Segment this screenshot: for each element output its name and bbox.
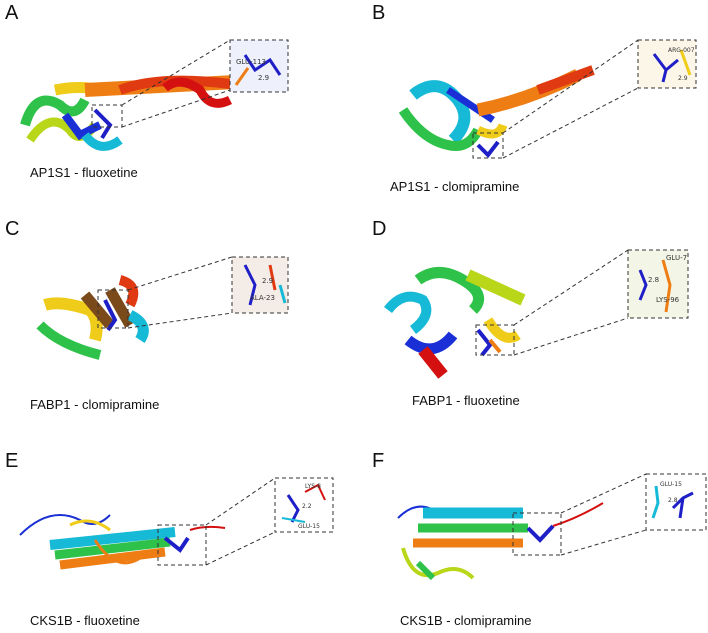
protein-structure-image: 2.9 ALA-23 bbox=[36, 256, 289, 360]
inset-distance-label: 2.8 bbox=[648, 276, 659, 284]
inset-residue-label: GLU-15 bbox=[298, 523, 320, 530]
protein-structure-image: GLU-7 2.8 LYS-96 bbox=[384, 249, 689, 379]
protein-structure-image: GLU-15 2.8 bbox=[397, 473, 707, 581]
inset-distance-label: 2.2 bbox=[302, 503, 312, 510]
protein-structure-image: GLU-113 2.9 bbox=[20, 39, 289, 151]
inset-residue-label: LYS-96 bbox=[656, 296, 680, 304]
protein-structure-image: ARG-007 2.9 bbox=[398, 39, 697, 159]
panel-letter: A bbox=[5, 2, 19, 24]
panel-caption: AP1S1 - clomipramine bbox=[390, 179, 520, 194]
inset-distance-label: 2.9 bbox=[678, 75, 688, 82]
panel-letter: F bbox=[372, 450, 385, 472]
inset-distance-label: 2.8 bbox=[668, 497, 678, 504]
panel-letter: B bbox=[372, 2, 386, 24]
panel-letter: C bbox=[5, 218, 20, 240]
inset-residue-label: GLU-7 bbox=[666, 254, 687, 262]
inset-residue-label: LYS-8 bbox=[305, 483, 321, 490]
inset-residue-label: ALA-23 bbox=[250, 294, 275, 302]
inset-distance-label: 2.9 bbox=[262, 277, 273, 285]
panel-caption: CKS1B - clomipramine bbox=[400, 613, 532, 628]
panel-caption: FABP1 - clomipramine bbox=[30, 397, 160, 412]
inset-residue-label: ARG-007 bbox=[668, 47, 695, 54]
panel-caption: CKS1B - fluoxetine bbox=[30, 613, 140, 628]
panel-letter: D bbox=[372, 218, 387, 240]
inset-residue-label: GLU-113 bbox=[236, 58, 266, 66]
panel-caption: AP1S1 - fluoxetine bbox=[30, 165, 138, 180]
panel-caption: FABP1 - fluoxetine bbox=[412, 393, 520, 408]
inset-residue-label: GLU-15 bbox=[660, 481, 682, 488]
panel-letter: E bbox=[5, 450, 19, 472]
inset-distance-label: 2.9 bbox=[258, 74, 269, 82]
protein-structure-image: LYS-8 2.2 GLU-15 bbox=[19, 477, 334, 570]
